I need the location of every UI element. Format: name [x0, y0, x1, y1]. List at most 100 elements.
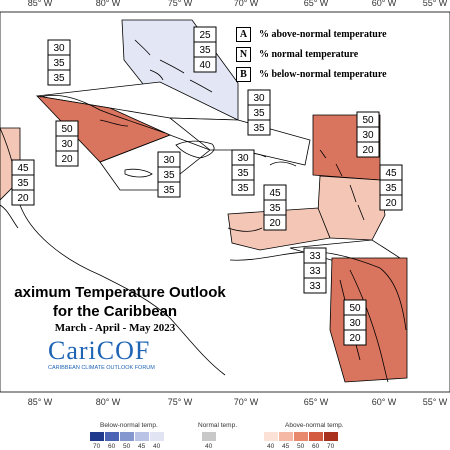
longitude-labels-bottom: 85° W 80° W 75° W 70° W 65° W 60° W 55° W: [28, 397, 448, 407]
scale-tick: 45: [282, 443, 290, 450]
prob-value: 35: [199, 45, 211, 56]
scale-tick: 60: [312, 443, 320, 450]
prob-box-cuba: 50 30 20: [55, 120, 79, 167]
key-text: % above-normal temperature: [259, 28, 387, 40]
prob-value: 20: [349, 333, 361, 344]
scale-swatch: [324, 432, 338, 441]
scale-swatch: [135, 432, 149, 441]
prob-box-jamaica: 30 35 35: [157, 151, 181, 198]
scale-swatch: [105, 432, 119, 441]
prob-box-gulf: 30 35 35: [47, 39, 71, 86]
prob-value: 20: [17, 193, 29, 204]
prob-value: 35: [237, 183, 249, 194]
prob-value: 40: [199, 60, 211, 71]
caricof-logo: CariCOF CARIBBEAN CLIMATE OUTLOOK FORUM: [48, 338, 176, 376]
scale-below-label: Below-normal temp.: [100, 422, 158, 429]
longitude-label: 70° W: [234, 0, 259, 8]
key-letter: A: [236, 26, 251, 42]
prob-value: 20: [61, 154, 73, 165]
key-row-above: A % above-normal temperature: [236, 24, 416, 44]
prob-value: 25: [199, 30, 211, 41]
longitude-label: 85° W: [28, 397, 53, 407]
prob-value: 20: [269, 218, 281, 229]
logo-name: CariCOF: [48, 336, 151, 365]
longitude-label: 75° W: [168, 397, 193, 407]
scale-above-label: Above-normal temp.: [285, 422, 344, 429]
prob-value: 45: [269, 188, 281, 199]
zone-guianas: [329, 257, 408, 383]
scale-swatch: [150, 432, 164, 441]
prob-value: 35: [269, 203, 281, 214]
prob-value: 30: [349, 318, 361, 329]
prob-value: 30: [61, 139, 73, 150]
prob-value: 30: [237, 153, 249, 164]
prob-value: 35: [53, 73, 65, 84]
longitude-label: 55° W: [423, 397, 448, 407]
prob-value: 30: [362, 130, 374, 141]
prob-value: 50: [349, 303, 361, 314]
longitude-label: 60° W: [372, 0, 397, 8]
prob-value: 33: [309, 266, 321, 277]
longitude-label: 65° W: [304, 397, 329, 407]
key-letter: B: [236, 66, 251, 82]
prob-value: 30: [163, 155, 175, 166]
forecast-zones: [0, 19, 408, 383]
scale-swatch: [294, 432, 308, 441]
key-text: % below-normal temperature: [259, 68, 387, 80]
prob-value: 35: [253, 108, 265, 119]
logo-subtitle: CARIBBEAN CLIMATE OUTLOOK FORUM: [48, 365, 155, 371]
prob-value: 30: [253, 93, 265, 104]
prob-value: 50: [61, 124, 73, 135]
key-letter: N: [236, 46, 251, 62]
prob-value: 20: [385, 198, 397, 209]
scale-swatch: [90, 432, 104, 441]
scale-tick: 70: [93, 443, 101, 450]
scale-swatch: [309, 432, 323, 441]
prob-value: 35: [163, 185, 175, 196]
longitude-label: 80° W: [96, 0, 121, 8]
longitude-label: 75° W: [168, 0, 193, 8]
prob-box-leewards: 50 30 20: [356, 111, 380, 158]
prob-box-guianas: 50 30 20: [343, 299, 367, 346]
map-subtitle: for the Caribbean: [52, 303, 178, 320]
scale-tick: 60: [108, 443, 116, 450]
scale-swatch: [279, 432, 293, 441]
prob-value: 35: [17, 178, 29, 189]
zone-windwards: [317, 175, 386, 241]
probability-boxes: 25 35 40 30 35 35 50 30 20 45 35 20 30 35 35 30 35 35 30 35…: [11, 26, 403, 346]
scale-tick: 40: [153, 443, 161, 450]
prob-value: 20: [362, 145, 374, 156]
prob-value: 33: [309, 281, 321, 292]
prob-box-windwards: 45 35 20: [379, 164, 403, 211]
longitude-label: 55° W: [423, 0, 448, 8]
forecast-period: March - April - May 2023: [54, 322, 176, 334]
scale-normal-label: Normal temp.: [198, 422, 238, 429]
zone-jamaica: [99, 134, 211, 191]
map-title: aximum Temperature Outlook: [14, 284, 226, 301]
longitude-label: 80° W: [96, 397, 121, 407]
prob-value: 33: [309, 251, 321, 262]
longitude-label: 85° W: [28, 0, 53, 8]
scale-tick: 40: [267, 443, 275, 450]
key-text: % normal temperature: [259, 48, 359, 60]
longitude-labels-top: 85° W 80° W 75° W 70° W 65° W 60° W 55° W: [28, 0, 448, 8]
prob-value: 50: [362, 115, 374, 126]
prob-box-puertorico: 30 35 35: [247, 89, 271, 136]
scale-swatch: [120, 432, 134, 441]
prob-value: 35: [237, 168, 249, 179]
scale-tick: 50: [123, 443, 131, 450]
longitude-label: 70° W: [234, 397, 259, 407]
prob-box-trinidad: 33 33 33: [303, 247, 327, 294]
scale-swatch: [264, 432, 278, 441]
prob-box-hispaniola: 30 35 35: [231, 149, 255, 196]
key-row-below: B % below-normal temperature: [236, 64, 416, 84]
prob-value: 30: [53, 43, 65, 54]
prob-box-bahamas: 25 35 40: [193, 26, 217, 73]
prob-value: 45: [17, 163, 29, 174]
key-row-normal: N % normal temperature: [236, 44, 416, 64]
prob-box-abc: 45 35 20: [263, 184, 287, 231]
scale-tick: 45: [138, 443, 146, 450]
prob-value: 45: [385, 168, 397, 179]
probability-key: A % above-normal temperature N % normal …: [236, 24, 416, 84]
